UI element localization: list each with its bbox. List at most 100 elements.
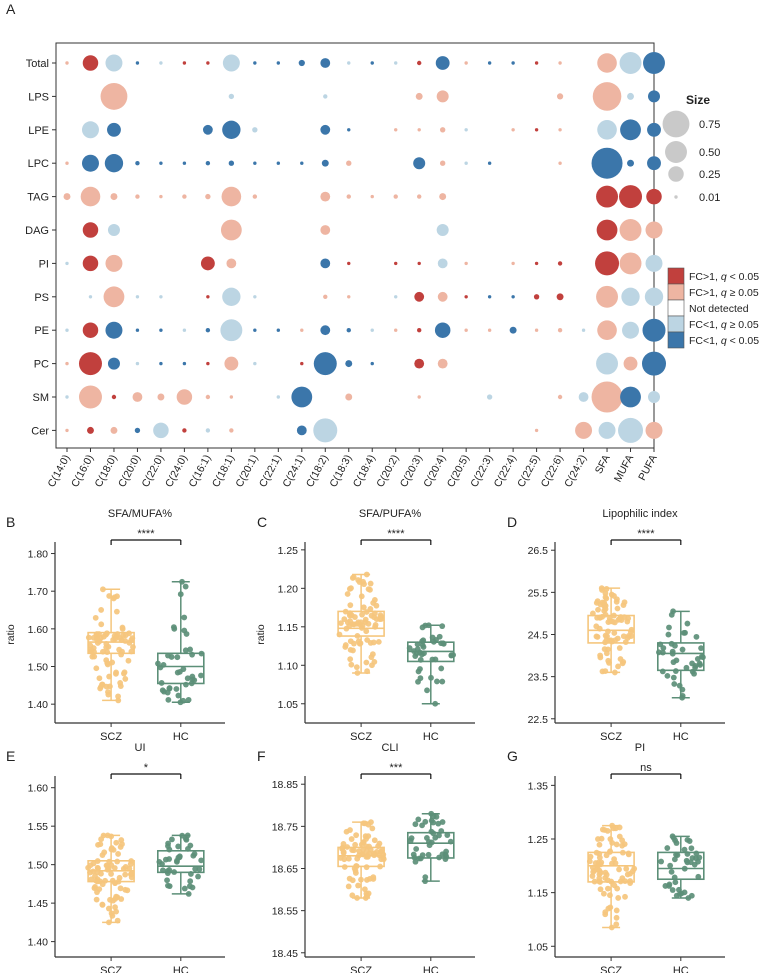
x-tick-label: HC [423,731,439,743]
bubble [417,194,422,199]
data-point [168,654,175,660]
panel-label: F [257,748,266,764]
y-tick-label: 1.35 [528,780,549,792]
data-point [372,622,379,628]
data-point [593,599,600,606]
bubble [222,54,240,72]
data-point [602,602,609,609]
data-point [602,632,609,639]
data-point [189,651,195,658]
data-point [122,632,129,639]
data-point [595,836,601,842]
data-point [422,818,429,825]
bubble [182,328,187,332]
bubble [82,255,99,272]
data-point [361,581,367,588]
bubble [221,186,242,207]
data-point [118,896,125,902]
legend-swatch-nd [667,299,685,317]
data-point [593,849,600,856]
box-plots: B SFA/MUFA% 1.80 1.70 1.60 1.50 1.40 ratio SCZ HC… [5,508,725,977]
data-point [113,633,120,640]
data-point [587,853,594,860]
bubble [644,287,664,306]
data-point [683,664,690,671]
bubble [205,193,211,200]
panel-label: B [6,514,15,530]
bubble [276,161,281,165]
bubble [321,159,329,167]
bubble [153,422,169,439]
data-point [664,672,671,679]
data-point [593,623,600,630]
data-point [358,593,365,600]
y-tick-label: 18.85 [272,779,298,791]
legend-swatch-dr [667,267,685,285]
bubble [88,295,93,299]
data-point [130,644,136,650]
x-tick-label: SCZ [350,731,372,743]
data-point [363,628,370,635]
data-point [407,837,414,844]
bubble [394,328,398,332]
data-point [430,819,437,826]
data-point [686,838,693,844]
data-point [192,866,199,872]
data-point [367,586,373,593]
data-point [656,649,662,656]
data-point [672,668,679,674]
bubble [65,395,69,399]
data-point [614,605,621,612]
bubble [434,322,451,338]
bubble [205,161,211,166]
data-point [113,608,120,615]
bubble [159,61,163,65]
panel-f: F CLI 18.85 18.75 18.65 18.55 18.45 SCZ HC *** [257,742,475,977]
bubble [107,122,121,137]
bubble [65,361,69,366]
legend-label-lb: FC<1, q ≥ 0.05 [689,319,759,331]
data-point [356,621,363,628]
data-point [85,634,92,641]
data-point [350,647,356,654]
data-point [360,604,367,611]
bubble [487,161,492,165]
bubble [627,159,634,167]
data-point [670,659,677,666]
x-tick-label: HC [423,965,439,973]
data-point [346,875,353,882]
legend-q: q [721,287,727,299]
data-point [346,612,353,619]
data-point [668,868,675,875]
data-point [605,885,611,892]
data-point [181,614,188,621]
data-point [104,661,111,668]
significance-label: **** [387,528,405,540]
data-point [673,851,679,858]
data-point [177,591,184,598]
legend-label-db: FC<1, q < 0.05 [689,335,759,347]
bubble [132,392,143,402]
bubble [320,124,331,135]
bubble [206,361,210,366]
data-point [99,852,106,859]
bubble [439,127,446,133]
bubble [205,328,211,333]
data-point [688,845,695,852]
data-point [371,597,378,603]
data-point [165,696,172,703]
data-point [104,649,111,655]
data-point [615,663,621,670]
data-point [112,896,119,902]
data-point [340,849,347,855]
bubble [320,325,331,336]
data-point [100,586,106,593]
row-label-dag: DAG [25,225,49,237]
data-point [343,828,350,835]
y-tick-label: 18.65 [272,864,298,876]
data-point [612,637,619,644]
size-legend-circle [668,166,684,182]
panel-label: G [507,748,518,764]
bubble [135,61,140,65]
bubble [313,352,337,376]
